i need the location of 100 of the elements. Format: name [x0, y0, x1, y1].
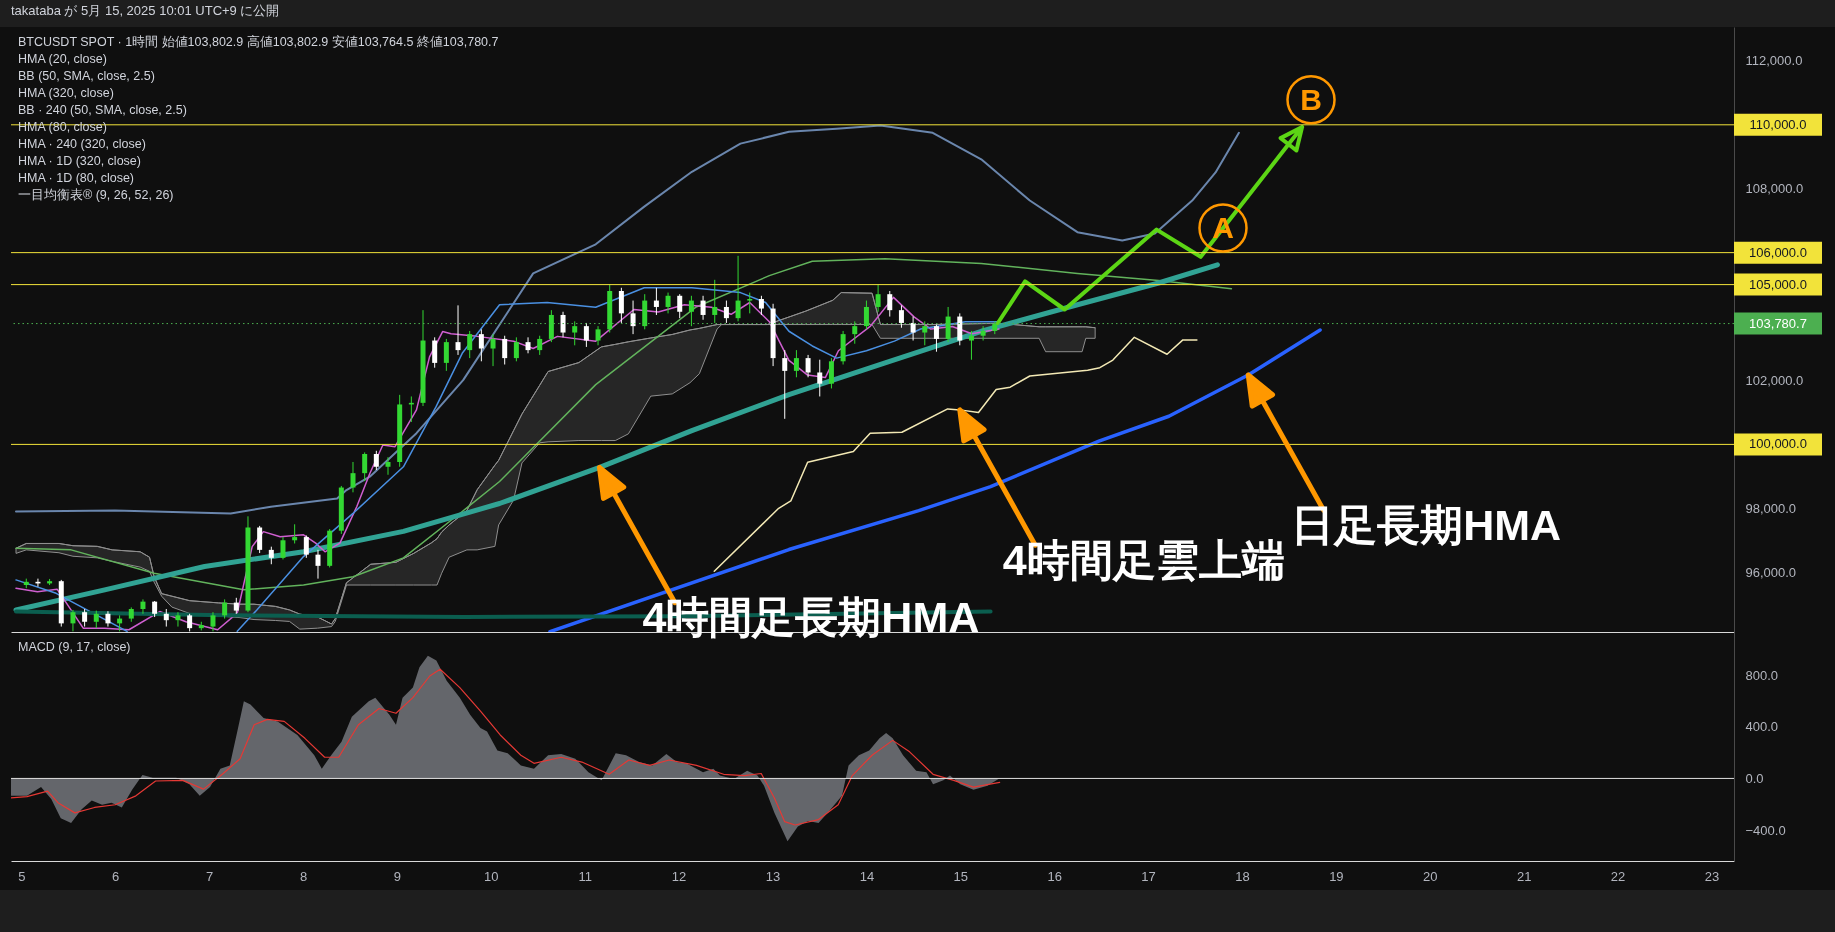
x-tick-label: 17	[1141, 868, 1156, 884]
x-tick-label: 13	[765, 868, 781, 884]
candlestick	[537, 335, 543, 356]
ref-line-label: 105,000.0	[1749, 276, 1807, 292]
candlestick	[315, 549, 321, 580]
y-tick-label: 800.0	[1745, 667, 1779, 683]
candlestick	[292, 523, 298, 544]
ref-line-label: 103,780.7	[1749, 315, 1807, 331]
candlestick	[222, 598, 228, 620]
candlestick	[688, 295, 694, 327]
annotation: 日足長期HMA	[1291, 501, 1562, 550]
y-tick-label: 112,000.0	[1745, 53, 1803, 69]
candlestick	[665, 292, 671, 314]
y-tick-label: 102,000.0	[1745, 372, 1804, 388]
candlestick	[280, 536, 286, 560]
candlestick	[817, 359, 823, 397]
candlestick	[303, 534, 309, 559]
candlestick	[898, 304, 904, 329]
x-tick-label: 23	[1704, 868, 1720, 884]
y-tick-label: 0.0	[1745, 770, 1764, 786]
candlestick	[677, 293, 683, 319]
candlestick	[618, 287, 624, 324]
candlestick	[957, 312, 963, 346]
candlestick	[373, 450, 379, 471]
candlestick	[933, 324, 939, 353]
candlestick	[595, 325, 601, 346]
candlestick	[525, 336, 531, 354]
x-tick-label: 6	[112, 868, 120, 884]
candlestick	[443, 338, 449, 372]
annotation: HMA · 240 (320, close)	[18, 137, 146, 151]
candlestick	[875, 284, 881, 313]
annotation: BB · 240 (50, SMA, close, 2.5)	[18, 103, 187, 117]
candlestick	[852, 320, 858, 345]
chart-title: takataba が 5月 15, 2025 10:01 UTC+9 に公開	[11, 3, 280, 18]
annotation: 4時間足雲上端	[1002, 535, 1285, 584]
y-tick-label: −400.0	[1745, 822, 1786, 838]
x-tick-label: 12	[671, 868, 687, 884]
candlestick	[350, 461, 356, 493]
candlestick	[712, 279, 718, 324]
annotation: HMA (20, close)	[18, 52, 107, 66]
candlestick	[467, 330, 473, 359]
annotation: BB (50, SMA, close, 2.5)	[18, 69, 155, 83]
annotation: 4時間足長期HMA	[642, 593, 980, 642]
ref-line-label: 110,000.0	[1749, 116, 1807, 132]
x-tick-label: 9	[393, 868, 402, 884]
y-tick-label: 400.0	[1745, 719, 1779, 735]
line-series	[15, 124, 1240, 515]
candlestick	[490, 333, 496, 367]
candlestick	[70, 609, 76, 632]
candlestick	[793, 349, 799, 378]
candlestick	[478, 328, 484, 362]
x-tick-label: 5	[18, 868, 26, 884]
candlestick	[805, 354, 811, 378]
y-tick-label: 96,000.0	[1745, 564, 1797, 580]
y-tick-label: 108,000.0	[1745, 181, 1804, 197]
annotation: MACD (9, 17, close)	[18, 640, 131, 654]
annotation: 一目均衡表® (9, 26, 52, 26)	[18, 188, 174, 202]
line-series	[11, 668, 1001, 826]
x-tick-label: 7	[206, 868, 214, 884]
candlestick	[782, 349, 788, 420]
candlestick	[747, 292, 753, 314]
x-tick-label: 16	[1047, 868, 1062, 884]
candlestick	[735, 255, 741, 322]
candlestick	[630, 300, 636, 335]
candlestick	[432, 336, 438, 369]
candlestick	[548, 309, 554, 343]
x-tick-label: 8	[299, 868, 308, 884]
candlestick	[105, 610, 111, 628]
x-tick-label: 14	[859, 868, 875, 884]
candlestick	[758, 295, 764, 316]
candlestick	[968, 330, 974, 361]
x-tick-label: 20	[1423, 868, 1438, 884]
x-tick-label: 22	[1610, 868, 1626, 884]
candlestick	[502, 335, 508, 365]
ref-line-label: 106,000.0	[1749, 244, 1807, 260]
x-tick-label: 21	[1516, 868, 1532, 884]
candlestick	[828, 357, 834, 389]
ref-line-label: 100,000.0	[1749, 436, 1807, 452]
x-tick-label: 15	[953, 868, 969, 884]
candlestick	[560, 311, 566, 338]
candlestick	[910, 316, 916, 342]
candlestick	[175, 611, 181, 628]
candlestick	[583, 322, 589, 348]
x-tick-label: 11	[578, 868, 592, 884]
x-tick-label: 19	[1329, 868, 1344, 884]
annotation: HMA · 1D (320, close)	[18, 154, 141, 168]
candlestick	[980, 325, 986, 342]
y-tick-label: 98,000.0	[1745, 500, 1797, 516]
candlestick	[653, 287, 659, 316]
x-tick-label: 10	[484, 868, 499, 884]
annotation: BTCUSDT SPOT · 1時間 始値103,802.9 高値103,802.9 安値103,764.5 終値103,780.7	[18, 34, 499, 49]
annotation: HMA · 1D (80, close)	[18, 171, 135, 185]
candlestick	[887, 290, 893, 318]
annotation: B	[1300, 82, 1322, 116]
candlestick	[922, 320, 928, 346]
candlestick	[700, 295, 706, 321]
candlestick	[572, 320, 578, 346]
candlestick	[362, 451, 368, 482]
candlestick	[455, 304, 461, 356]
candlestick	[257, 525, 263, 554]
